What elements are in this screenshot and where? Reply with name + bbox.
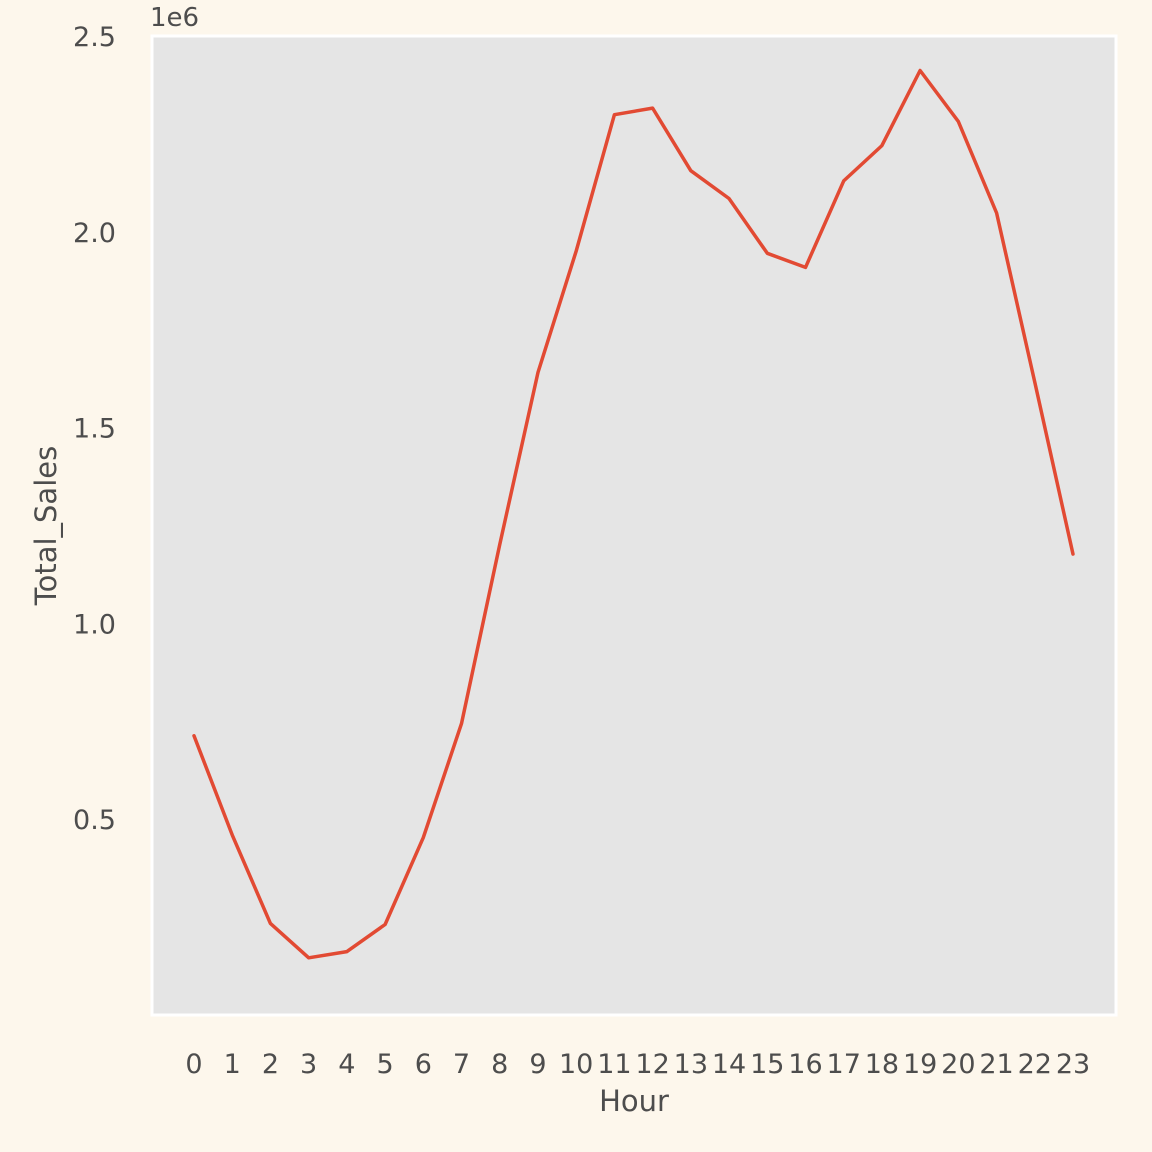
y-tick-label: 2.0 [73,218,116,249]
y-tick-label: 1.5 [73,414,116,445]
plot-area [150,34,1118,1017]
y-tick-label: 2.5 [73,22,116,53]
x-tick-label: 15 [750,1049,784,1080]
x-tick-label: 8 [491,1049,508,1080]
x-tick-label: 0 [185,1049,202,1080]
y-axis-ticks: 0.5 1.0 1.5 2.0 2.5 [73,22,116,836]
x-tick-label: 16 [788,1049,822,1080]
x-tick-label: 22 [1018,1049,1052,1080]
x-tick-label: 9 [529,1049,546,1080]
x-tick-label: 4 [338,1049,355,1080]
x-tick-label: 5 [376,1049,393,1080]
x-tick-label: 23 [1056,1049,1090,1080]
x-tick-label: 10 [559,1049,593,1080]
x-tick-label: 6 [415,1049,432,1080]
x-tick-label: 19 [903,1049,937,1080]
y-axis-title: Total_Sales [29,446,63,606]
x-axis-title: Hour [599,1084,669,1118]
x-tick-label: 1 [224,1049,241,1080]
series-layer [192,68,1075,960]
y-tick-label: 0.5 [73,805,116,836]
x-tick-label: 12 [635,1049,669,1080]
x-tick-label: 11 [597,1049,631,1080]
x-tick-label: 7 [453,1049,470,1080]
x-axis-ticks: 0 1 2 3 4 5 6 7 8 9 10 11 12 13 14 15 16 17 18 19 20 21 22 23 [185,1049,1090,1080]
x-tick-label: 3 [300,1049,317,1080]
x-tick-label: 21 [979,1049,1013,1080]
y-tick-label: 1.0 [73,609,116,640]
x-tick-label: 14 [712,1049,746,1080]
x-tick-label: 2 [262,1049,279,1080]
series-line [192,68,1075,960]
x-tick-label: 18 [865,1049,899,1080]
y-axis-offset-label: 1e6 [150,3,199,33]
x-tick-label: 20 [941,1049,975,1080]
x-tick-label: 17 [827,1049,861,1080]
x-tick-label: 13 [674,1049,708,1080]
